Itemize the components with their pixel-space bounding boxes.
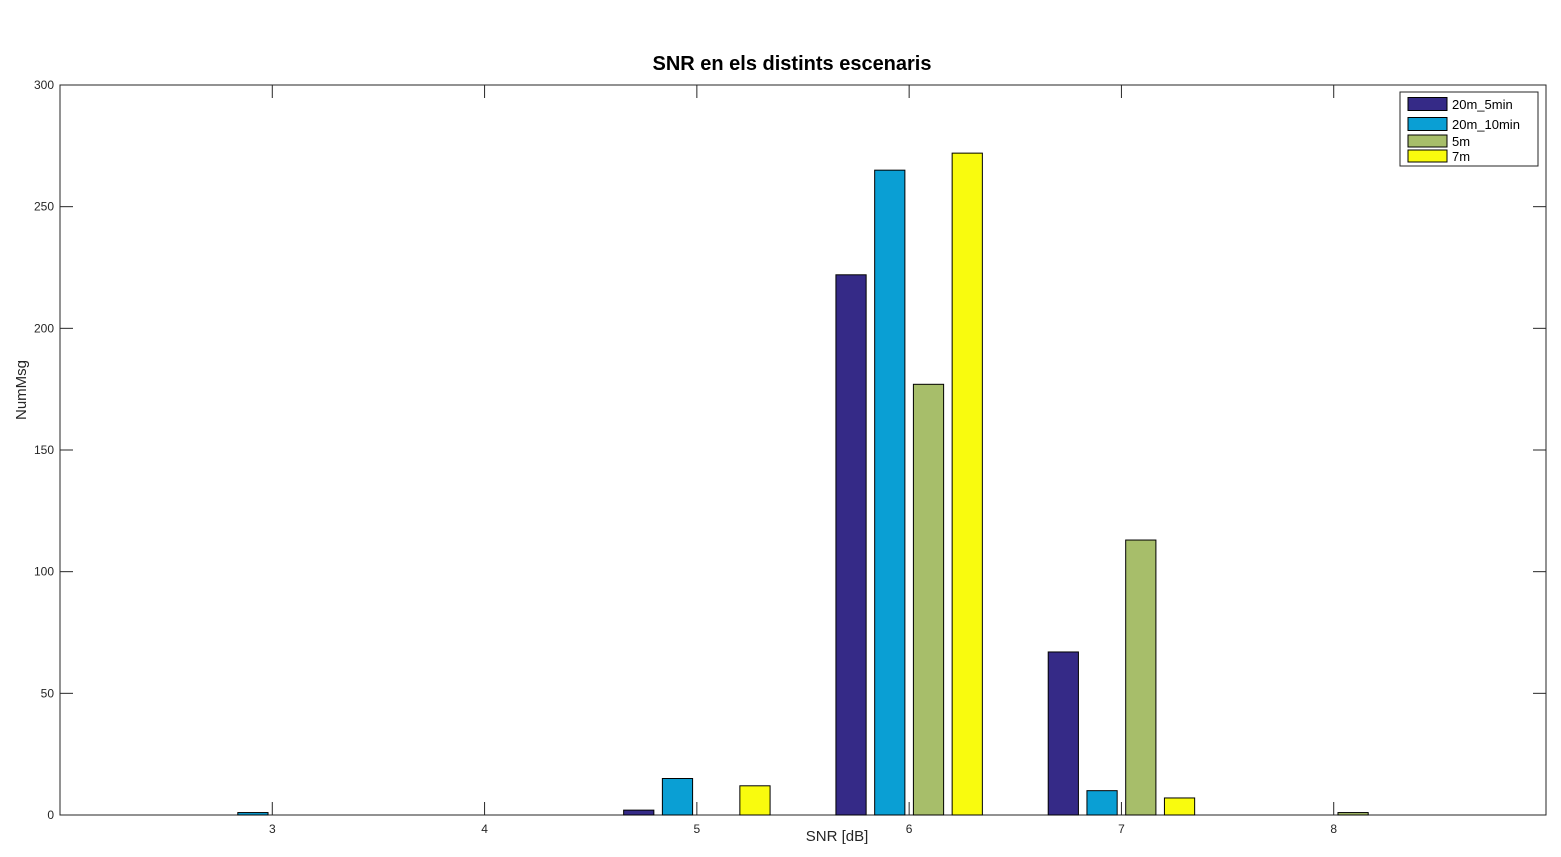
bar-5m-snr-8 <box>1337 812 1369 816</box>
y-tick-label: 50 <box>41 686 55 700</box>
bar-20m-5min-snr-5 <box>623 809 655 816</box>
legend-item-20m-5min[interactable]: 20m_5min <box>1407 97 1513 112</box>
y-tick-label: 250 <box>34 200 54 214</box>
legend-swatch <box>1407 134 1448 148</box>
x-tick-label: 8 <box>1330 822 1337 836</box>
legend-label: 7m <box>1452 149 1470 164</box>
legend-swatch <box>1407 117 1448 131</box>
bar-20m-5min-snr-6 <box>835 274 867 816</box>
legend-item-7m[interactable]: 7m <box>1407 149 1470 164</box>
legend-label: 5m <box>1452 134 1470 149</box>
y-tick-label: 300 <box>34 78 54 92</box>
bar-20m-10min-snr-5 <box>661 778 694 816</box>
bar-7m-snr-5 <box>739 785 771 816</box>
chart-title: SNR en els distints escenaris <box>652 53 931 75</box>
bar-20m-10min-snr-7 <box>1086 790 1118 816</box>
x-tick-label: 4 <box>481 822 488 836</box>
bar-20m-10min-snr-3 <box>237 812 269 816</box>
legend-label: 20m_10min <box>1452 117 1520 132</box>
x-tick-label: 7 <box>1118 822 1125 836</box>
y-tick-label: 0 <box>47 808 54 822</box>
legend-item-5m[interactable]: 5m <box>1407 134 1470 149</box>
legend-label: 20m_5min <box>1452 97 1513 112</box>
bar-7m-snr-6 <box>951 152 983 816</box>
x-tick-label: 6 <box>906 822 913 836</box>
legend-item-20m-10min[interactable]: 20m_10min <box>1407 117 1520 132</box>
bars <box>237 152 1369 816</box>
y-tick-label: 150 <box>34 443 54 457</box>
plot-area <box>59 84 1547 816</box>
legend-swatch <box>1407 149 1448 163</box>
y-tick-label: 100 <box>34 565 54 579</box>
x-axis-label: SNR [dB] <box>806 828 869 845</box>
y-tick-label: 200 <box>34 321 54 335</box>
x-tick-label: 3 <box>269 822 276 836</box>
axis-ticks: 3 4 5 6 7 8 0 50 100 150 200 250 300 <box>34 78 1546 836</box>
bar-5m-snr-6 <box>912 383 945 816</box>
bar-5m-snr-7 <box>1125 539 1157 816</box>
x-tick-label: 5 <box>694 822 701 836</box>
legend-swatch <box>1407 97 1448 111</box>
y-axis-label: NumMsg <box>13 360 30 420</box>
bar-7m-snr-7 <box>1163 797 1196 816</box>
bar-20m-5min-snr-7 <box>1047 651 1079 816</box>
bar-20m-10min-snr-6 <box>874 169 906 816</box>
